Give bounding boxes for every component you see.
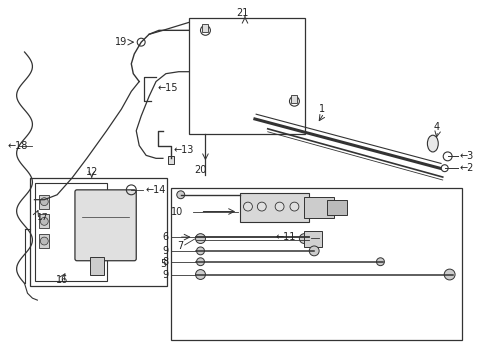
Text: 10: 10 <box>171 207 183 216</box>
Bar <box>240 193 308 222</box>
Text: 6: 6 <box>163 232 168 242</box>
Text: 17: 17 <box>37 213 49 222</box>
Bar <box>90 257 103 275</box>
Text: 19: 19 <box>114 37 126 47</box>
Circle shape <box>257 202 265 211</box>
Circle shape <box>443 269 454 280</box>
Text: ←2: ←2 <box>459 163 473 173</box>
Bar <box>39 234 49 248</box>
Circle shape <box>195 270 205 279</box>
Text: ←15: ←15 <box>158 84 178 94</box>
Text: 16: 16 <box>56 275 68 285</box>
Text: 5: 5 <box>161 259 166 269</box>
Bar <box>39 215 49 228</box>
Text: ←13: ←13 <box>173 145 194 156</box>
Circle shape <box>243 202 252 211</box>
Circle shape <box>196 258 204 266</box>
Circle shape <box>196 247 204 255</box>
Bar <box>35 183 106 282</box>
Bar <box>304 197 333 219</box>
Bar <box>39 195 49 208</box>
Text: 7: 7 <box>177 241 183 251</box>
Bar <box>170 188 462 341</box>
Circle shape <box>41 217 48 225</box>
Circle shape <box>275 202 284 211</box>
Ellipse shape <box>427 135 437 152</box>
Text: 12: 12 <box>85 167 98 177</box>
Text: ←3: ←3 <box>459 151 473 161</box>
Bar <box>326 200 346 215</box>
Bar <box>202 24 208 32</box>
Circle shape <box>299 234 308 243</box>
Circle shape <box>289 202 298 211</box>
Bar <box>304 231 322 247</box>
Circle shape <box>41 198 48 206</box>
Bar <box>188 18 305 134</box>
Circle shape <box>308 246 319 256</box>
Text: 9: 9 <box>163 270 168 279</box>
Text: 9: 9 <box>163 246 168 256</box>
Circle shape <box>195 234 205 243</box>
Text: ←18: ←18 <box>8 140 28 150</box>
Text: ←14: ←14 <box>145 185 165 195</box>
Bar <box>167 156 173 164</box>
Text: 21: 21 <box>235 8 248 18</box>
Circle shape <box>41 237 48 245</box>
Circle shape <box>177 191 184 199</box>
FancyBboxPatch shape <box>75 190 136 261</box>
Text: 4: 4 <box>433 122 439 132</box>
Text: 8: 8 <box>163 257 168 267</box>
Text: ←11: ←11 <box>275 232 295 242</box>
Bar <box>291 95 297 103</box>
Text: 20: 20 <box>194 165 206 175</box>
Bar <box>30 178 166 286</box>
Text: 1: 1 <box>319 104 325 114</box>
Circle shape <box>376 258 384 266</box>
